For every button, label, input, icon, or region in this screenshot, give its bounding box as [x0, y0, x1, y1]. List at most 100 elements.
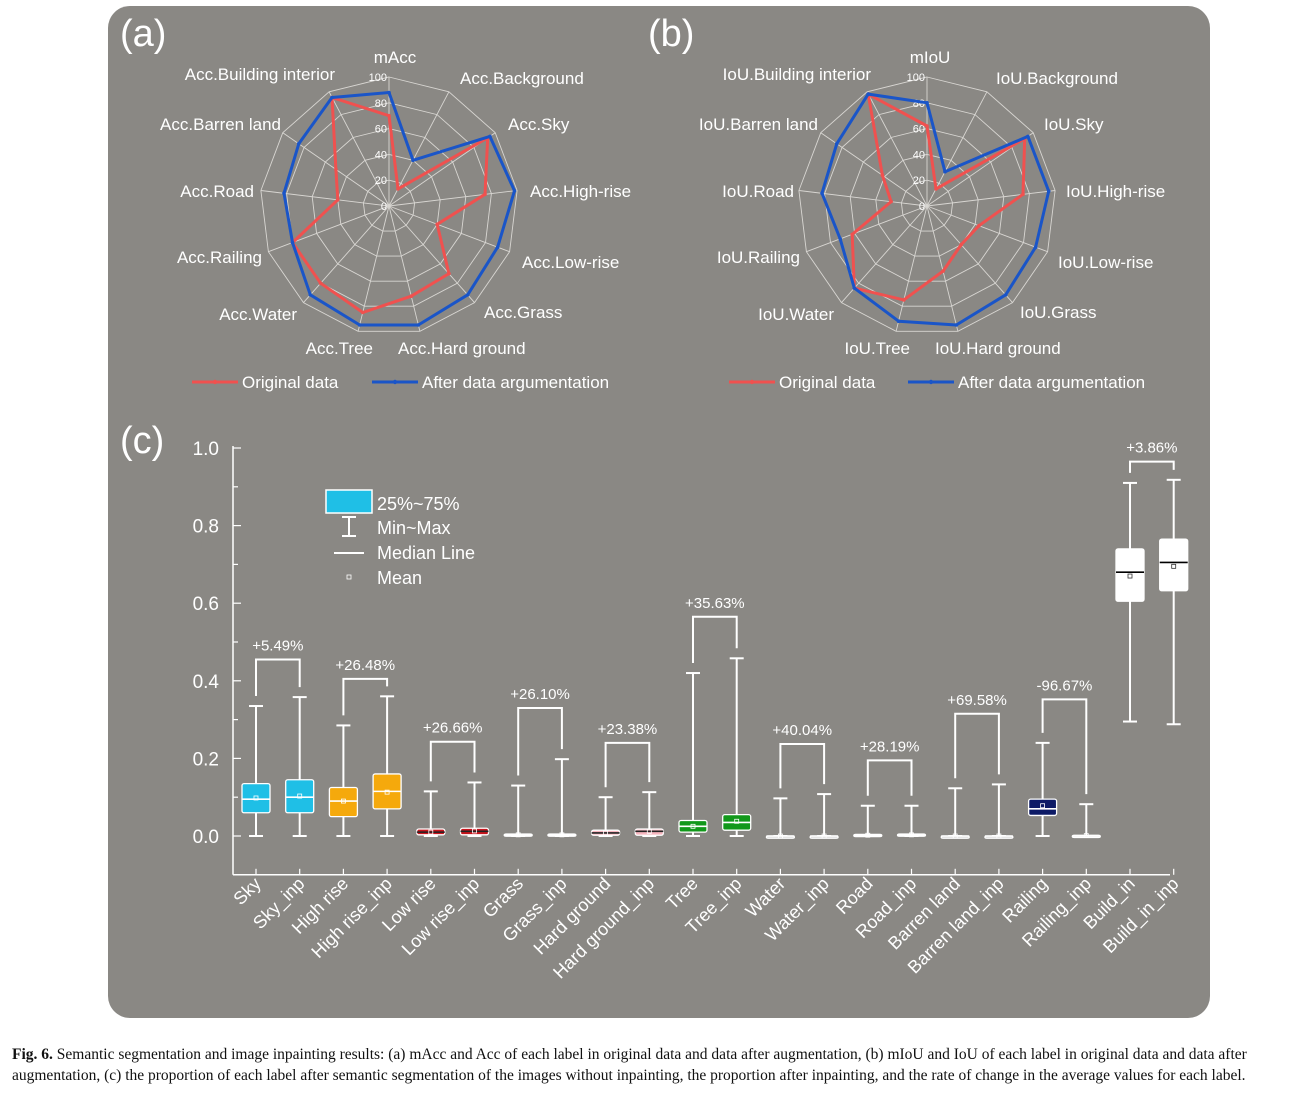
radar-tick-label: 40	[913, 149, 925, 161]
radar-spoke	[357, 205, 390, 332]
radar-spoke	[806, 205, 928, 253]
radar-axis-label: IoU.High-rise	[1066, 182, 1165, 201]
mean-marker	[1127, 573, 1133, 579]
radar-chart-b: 020406080100mIoUIoU.BackgroundIoU.SkyIoU…	[699, 48, 1165, 392]
radar-tick-label: 0	[919, 201, 925, 213]
radar-series-point	[416, 323, 421, 327]
mean-marker	[690, 823, 696, 829]
radar-series-line	[282, 91, 516, 327]
radar-series-point	[934, 187, 938, 191]
radar-series-point	[977, 223, 981, 228]
caption-text: Semantic segmentation and image inpainti…	[12, 1046, 1247, 1084]
change-label: +23.38%	[598, 721, 658, 738]
radar-axis-label: IoU.Railing	[717, 248, 800, 267]
radar-series-point	[896, 319, 901, 324]
box-iqr	[1027, 798, 1058, 817]
radar-spoke	[926, 190, 1056, 207]
radar-series-point	[852, 286, 857, 290]
radar-spoke	[926, 205, 959, 332]
mean-marker	[340, 798, 346, 804]
mean-marker	[603, 830, 608, 836]
box-iqr	[328, 786, 359, 818]
mean-marker	[1040, 803, 1045, 809]
mean-marker	[1171, 563, 1177, 569]
radar-spoke	[388, 190, 518, 207]
mean-marker	[952, 833, 958, 839]
change-label: +28.19%	[860, 738, 920, 755]
radar-series-point	[387, 113, 391, 118]
panel-label-b: (b)	[648, 13, 694, 55]
legend-label-1: After data argumentation	[958, 373, 1145, 392]
radar-series-point	[411, 158, 415, 163]
radar-grid-ring	[286, 102, 492, 307]
radar-axis-label: Acc.Building interior	[185, 65, 336, 84]
y-tick-label: 1.0	[193, 439, 219, 460]
radar-series-point	[1033, 245, 1038, 249]
radar-axis-label: Acc.Barren land	[160, 115, 281, 134]
radar-series-point	[495, 245, 500, 249]
change-bracket	[954, 712, 1000, 779]
mean-marker	[996, 833, 1002, 839]
radar-axis-label: IoU.Tree	[844, 339, 910, 358]
legend-box-swatch	[325, 489, 373, 514]
radar-grid-ring	[900, 179, 954, 232]
radar-series-point	[435, 222, 440, 227]
change-bracket	[429, 740, 476, 782]
radar-series-point	[838, 237, 842, 241]
radar-grid-ring	[311, 128, 467, 282]
radar-series-point	[943, 169, 947, 174]
radar-series-point	[925, 124, 929, 128]
legend-label-0: Original data	[242, 373, 339, 392]
radar-series-point	[387, 90, 391, 95]
radar-series-point	[1046, 189, 1051, 193]
change-label: +26.66%	[423, 720, 483, 737]
radar-axis-label: Acc.Hard ground	[398, 339, 526, 358]
radar-series-point	[488, 134, 492, 139]
radar-spoke	[388, 205, 421, 332]
radar-series-point	[820, 191, 824, 195]
change-label: +26.48%	[335, 657, 395, 674]
legend-marker-0	[749, 379, 755, 385]
radar-series-point	[290, 240, 295, 245]
mean-marker	[646, 828, 652, 834]
change-label: +3.86%	[1126, 440, 1177, 457]
radar-axis-label: Acc.High-rise	[530, 182, 631, 201]
change-bracket	[779, 743, 826, 789]
radar-axis-label: Acc.Road	[180, 182, 254, 201]
legend-median-label: Median Line	[377, 543, 475, 563]
legend-label-0: Original data	[779, 373, 876, 392]
radar-series-point	[318, 281, 323, 286]
radar-spoke	[926, 205, 1013, 303]
radar-tick-label: 0	[381, 201, 387, 213]
radar-series-point	[941, 269, 945, 273]
radar-axis-label: Acc.Low-rise	[522, 253, 619, 272]
radar-grid-ring	[337, 153, 441, 257]
radar-series-line	[820, 92, 1051, 327]
radar-spoke	[303, 205, 390, 303]
radar-series-point	[308, 293, 313, 297]
radar-series-point	[850, 232, 854, 237]
legend-marker-1	[928, 379, 934, 385]
figure-caption: Fig. 6. Semantic segmentation and image …	[12, 1044, 1308, 1086]
change-label: +35.63%	[685, 595, 745, 612]
caption-label: Fig. 6.	[12, 1046, 53, 1063]
legend-mean-label: Mean	[377, 568, 422, 588]
legend-mean-swatch	[346, 574, 352, 580]
radar-spoke	[328, 91, 390, 207]
x-tick-label: Low rise_inp	[398, 873, 484, 959]
radar-series-point	[297, 141, 301, 146]
radar-series-point	[889, 199, 893, 204]
radar-tick-label: 40	[375, 149, 387, 161]
radar-axis-label: IoU.Water	[758, 305, 834, 324]
legend-label-1: After data argumentation	[422, 373, 609, 392]
radar-series-point	[880, 173, 885, 177]
radar-axis-label: Acc.Water	[219, 305, 297, 324]
radar-series-point	[866, 92, 870, 96]
radar-spoke	[926, 205, 1048, 253]
radar-axis-label: Acc.Grass	[484, 303, 562, 322]
radar-spoke	[895, 205, 928, 332]
radar-tick-label: 60	[913, 124, 925, 136]
mean-marker	[428, 829, 434, 835]
radar-axis-label: IoU.Grass	[1020, 303, 1097, 322]
